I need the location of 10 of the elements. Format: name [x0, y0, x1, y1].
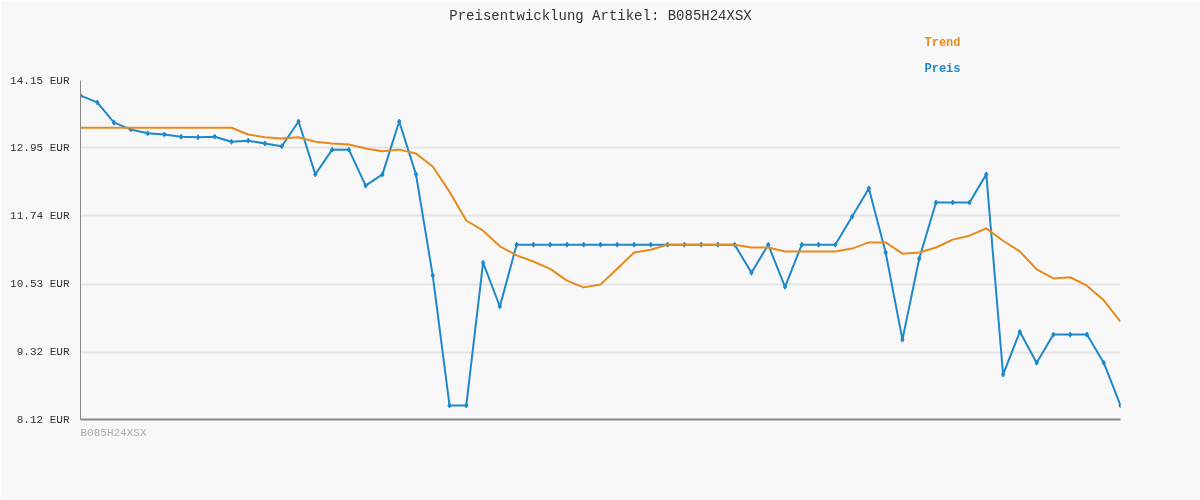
y-tick-label: 11.74 EUR	[10, 209, 70, 222]
y-tick-label: 9.32 EUR	[16, 346, 70, 359]
y-tick-label: 14.15 EUR	[10, 74, 70, 87]
text: Preis	[924, 61, 961, 76]
text: Trend	[924, 35, 961, 50]
y-tick-label: 10.53 EUR	[10, 278, 70, 291]
chart-title: Preisentwicklung Artikel: B085H24XSX	[449, 7, 753, 24]
text: B085H24XSX	[80, 426, 147, 439]
y-tick-label: 8.12 EUR	[16, 413, 70, 426]
y-tick-label: 12.95 EUR	[10, 141, 70, 154]
